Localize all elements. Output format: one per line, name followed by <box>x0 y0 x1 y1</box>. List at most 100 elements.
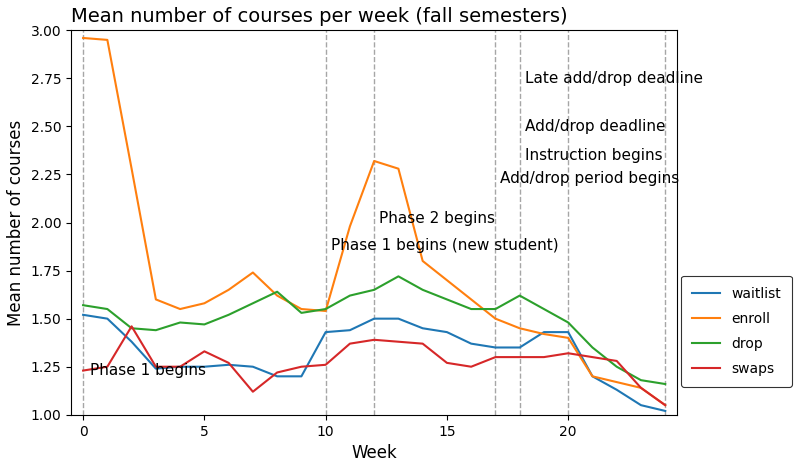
swaps <box>296 364 306 370</box>
drop <box>467 306 476 312</box>
swaps <box>491 354 500 360</box>
drop <box>418 287 427 293</box>
waitlist <box>102 316 112 321</box>
waitlist <box>563 329 573 335</box>
swaps <box>200 348 209 354</box>
swaps <box>442 360 451 366</box>
enroll <box>491 316 500 321</box>
Text: Mean number of courses per week (fall semesters): Mean number of courses per week (fall se… <box>71 7 567 26</box>
swaps <box>661 402 670 408</box>
waitlist <box>78 312 88 318</box>
enroll <box>636 385 646 391</box>
waitlist <box>248 364 258 370</box>
swaps <box>587 354 597 360</box>
Text: Late add/drop deadline: Late add/drop deadline <box>524 71 702 86</box>
Text: Phase 2 begins: Phase 2 begins <box>379 212 495 227</box>
waitlist <box>491 345 500 350</box>
drop <box>78 303 88 308</box>
swaps <box>248 389 258 394</box>
enroll <box>175 306 185 312</box>
enroll <box>442 277 451 283</box>
drop <box>345 293 355 298</box>
waitlist <box>224 362 233 368</box>
waitlist <box>151 366 161 371</box>
Line: drop: drop <box>83 276 666 384</box>
swaps <box>539 354 549 360</box>
waitlist <box>345 327 355 333</box>
enroll <box>151 296 161 302</box>
Text: Instruction begins: Instruction begins <box>524 148 662 163</box>
drop <box>296 310 306 316</box>
enroll <box>587 373 597 379</box>
enroll <box>563 335 573 340</box>
Line: waitlist: waitlist <box>83 315 666 411</box>
waitlist <box>296 373 306 379</box>
swaps <box>127 324 137 329</box>
waitlist <box>515 345 524 350</box>
swaps <box>151 364 161 370</box>
waitlist <box>127 339 137 345</box>
swaps <box>515 354 524 360</box>
drop <box>321 306 331 312</box>
enroll <box>296 306 306 312</box>
enroll <box>515 325 524 331</box>
drop <box>612 364 622 370</box>
enroll <box>369 158 379 164</box>
X-axis label: Week: Week <box>352 444 397 462</box>
waitlist <box>418 325 427 331</box>
enroll <box>248 270 258 275</box>
enroll <box>102 37 112 43</box>
Text: Add/drop deadline: Add/drop deadline <box>524 119 665 134</box>
enroll <box>345 224 355 229</box>
Text: Add/drop period begins: Add/drop period begins <box>500 171 679 186</box>
drop <box>224 312 233 318</box>
waitlist <box>587 373 597 379</box>
waitlist <box>369 316 379 321</box>
enroll <box>661 402 670 408</box>
swaps <box>418 341 427 347</box>
enroll <box>394 166 403 172</box>
waitlist <box>661 408 670 414</box>
drop <box>394 273 403 279</box>
drop <box>636 378 646 383</box>
swaps <box>272 370 282 375</box>
waitlist <box>442 329 451 335</box>
drop <box>127 325 137 331</box>
drop <box>661 381 670 387</box>
Legend: waitlist, enroll, drop, swaps: waitlist, enroll, drop, swaps <box>682 276 792 387</box>
enroll <box>418 258 427 264</box>
drop <box>248 301 258 306</box>
drop <box>175 320 185 325</box>
enroll <box>78 35 88 41</box>
drop <box>272 289 282 295</box>
waitlist <box>612 387 622 393</box>
drop <box>200 322 209 327</box>
Line: swaps: swaps <box>83 326 666 405</box>
drop <box>563 320 573 325</box>
enroll <box>612 379 622 385</box>
drop <box>539 306 549 312</box>
waitlist <box>467 341 476 347</box>
drop <box>102 306 112 312</box>
waitlist <box>272 373 282 379</box>
swaps <box>175 364 185 370</box>
waitlist <box>175 364 185 370</box>
drop <box>491 306 500 312</box>
drop <box>442 296 451 302</box>
waitlist <box>200 364 209 370</box>
waitlist <box>636 402 646 408</box>
swaps <box>224 360 233 366</box>
swaps <box>321 362 331 368</box>
swaps <box>636 385 646 391</box>
swaps <box>467 364 476 370</box>
enroll <box>272 293 282 298</box>
swaps <box>612 358 622 364</box>
swaps <box>394 339 403 345</box>
Y-axis label: Mean number of courses: Mean number of courses <box>7 120 25 325</box>
swaps <box>78 368 88 373</box>
drop <box>515 293 524 298</box>
enroll <box>224 287 233 293</box>
drop <box>369 287 379 293</box>
waitlist <box>539 329 549 335</box>
swaps <box>102 364 112 370</box>
